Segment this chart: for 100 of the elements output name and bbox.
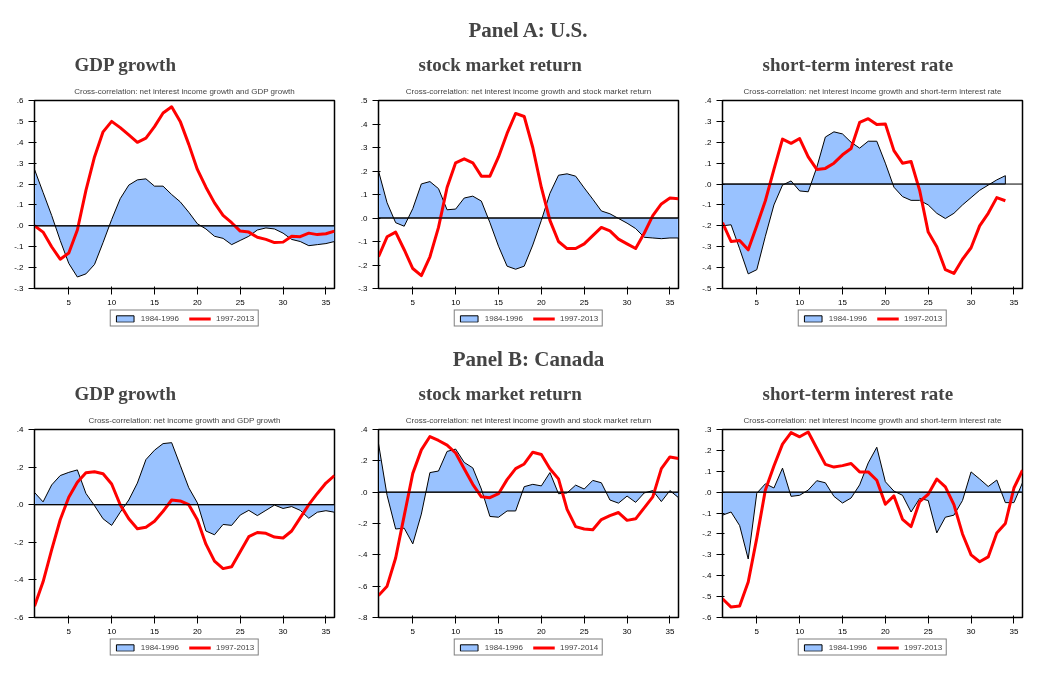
y-tick-label: .1 xyxy=(704,466,713,476)
y-tick-label: .0 xyxy=(16,500,25,510)
y-tick-label: .1 xyxy=(360,190,369,199)
x-tick-label: 10 xyxy=(451,297,461,307)
y-tick-label: .4 xyxy=(360,119,369,129)
y-tick-label: .2 xyxy=(360,166,369,176)
legend-label: 1984-1996 xyxy=(828,313,867,323)
y-tick-label: -.3 xyxy=(702,550,713,560)
y-tick-label: .0 xyxy=(360,487,369,497)
y-tick-label: -.5 xyxy=(702,592,713,602)
x-tick-label: 20 xyxy=(536,626,547,636)
x-tick-label: 20 xyxy=(880,626,891,636)
y-tick-label: .3 xyxy=(16,158,25,168)
x-tick-label: 5 xyxy=(754,297,760,307)
y-tick-label: .6 xyxy=(16,96,25,105)
y-tick-label: .0 xyxy=(704,179,713,189)
legend-label: 1984-1996 xyxy=(484,313,523,323)
chart-title: GDP growth xyxy=(74,53,177,75)
x-tick-label: 10 xyxy=(451,626,461,636)
y-tick-label: -.4 xyxy=(702,571,713,581)
x-tick-label: 10 xyxy=(795,626,805,636)
y-tick-label: -.4 xyxy=(358,550,369,560)
y-tick-label: -.4 xyxy=(14,575,25,585)
y-tick-label: .1 xyxy=(704,158,713,168)
x-tick-label: 30 xyxy=(278,626,289,636)
x-tick-label: 20 xyxy=(536,297,547,307)
x-tick-label: 10 xyxy=(107,626,117,636)
chart-title: GDP growth xyxy=(74,382,177,404)
chart-title: stock market return xyxy=(418,53,583,75)
y-tick-label: -.6 xyxy=(358,581,369,591)
legend-label: 1997-2013 xyxy=(904,313,943,323)
y-tick-label: .2 xyxy=(704,445,713,455)
y-tick-label: .4 xyxy=(16,425,25,434)
chart-title: stock market return xyxy=(418,382,583,404)
x-tick-label: 15 xyxy=(150,626,160,636)
x-tick-label: 35 xyxy=(321,297,331,307)
x-tick-label: 15 xyxy=(838,626,848,636)
x-tick-label: 5 xyxy=(754,626,760,636)
x-tick-label: 30 xyxy=(622,626,633,636)
y-tick-label: -.1 xyxy=(702,508,713,518)
y-tick-label: -.3 xyxy=(702,242,713,252)
x-tick-label: 35 xyxy=(321,626,331,636)
x-tick-label: 5 xyxy=(410,297,416,307)
legend-label: 1984-1996 xyxy=(484,642,523,652)
chart-title: short-term interest rate xyxy=(762,53,954,75)
x-tick-label: 10 xyxy=(795,297,805,307)
x-tick-label: 25 xyxy=(579,626,590,636)
y-tick-label: .0 xyxy=(704,487,713,497)
y-tick-label: -.2 xyxy=(702,221,713,231)
x-tick-label: 5 xyxy=(66,626,72,636)
text: Panel A: U.S. xyxy=(468,17,588,42)
y-tick-label: .3 xyxy=(360,143,369,152)
legend-label: 1984-1996 xyxy=(828,642,867,652)
legend-label: 1984-1996 xyxy=(140,313,179,323)
x-tick-label: 10 xyxy=(107,297,117,307)
y-tick-label: .2 xyxy=(704,137,713,147)
x-tick-label: 30 xyxy=(966,626,977,636)
chart-subtitle: Cross-correlation: net interest income growth and short-term interest rate xyxy=(743,86,1002,96)
y-tick-label: -.5 xyxy=(702,284,713,293)
text: Panel B: Canada xyxy=(452,346,605,371)
y-tick-label: .3 xyxy=(704,425,713,434)
x-tick-label: 5 xyxy=(410,626,416,636)
chart-subtitle: Cross-correlation: net interest income growth and stock market return xyxy=(405,86,652,96)
x-tick-label: 25 xyxy=(235,297,246,307)
y-tick-label: -.6 xyxy=(702,613,713,622)
y-tick-label: -.1 xyxy=(14,242,25,252)
y-tick-label: -.2 xyxy=(14,537,25,547)
legend-label: 1984-1996 xyxy=(140,642,179,652)
y-tick-label: -.2 xyxy=(358,260,369,270)
chart-subtitle: Cross-correlation: net interest income growth and short-term interest rate xyxy=(743,415,1002,425)
legend-label: 1997-2014 xyxy=(560,642,599,652)
x-tick-label: 35 xyxy=(665,626,675,636)
chart-subtitle: Cross-correlation: net interest income growth and stock market return xyxy=(405,415,652,425)
x-tick-label: 15 xyxy=(150,297,160,307)
y-tick-label: -.2 xyxy=(358,519,369,528)
x-tick-label: 30 xyxy=(622,297,633,307)
x-tick-label: 25 xyxy=(923,297,934,307)
y-tick-label: -.4 xyxy=(702,263,713,273)
chart-subtitle: Cross-correlation: net income growth and GDP growth xyxy=(88,415,281,425)
x-tick-label: 25 xyxy=(923,626,934,636)
y-tick-label: -.3 xyxy=(358,284,369,293)
y-tick-label: .1 xyxy=(16,200,25,210)
y-tick-label: .2 xyxy=(360,456,369,466)
y-tick-label: .2 xyxy=(16,179,25,189)
legend-label: 1997-2013 xyxy=(904,642,943,652)
legend-label: 1997-2013 xyxy=(216,642,255,652)
y-tick-label: .0 xyxy=(360,213,369,223)
y-tick-label: .4 xyxy=(16,137,25,147)
y-tick-label: .5 xyxy=(360,96,369,105)
x-tick-label: 35 xyxy=(1009,297,1019,307)
x-tick-label: 20 xyxy=(192,297,203,307)
y-tick-label: -.2 xyxy=(14,263,25,273)
y-tick-label: -.1 xyxy=(702,200,713,210)
y-tick-label: .3 xyxy=(704,116,713,126)
x-tick-label: 25 xyxy=(235,626,246,636)
y-tick-label: -.1 xyxy=(358,237,369,246)
legend-label: 1997-2013 xyxy=(560,313,599,323)
x-tick-label: 15 xyxy=(838,297,848,307)
x-tick-label: 15 xyxy=(494,626,504,636)
x-tick-label: 25 xyxy=(579,297,590,307)
